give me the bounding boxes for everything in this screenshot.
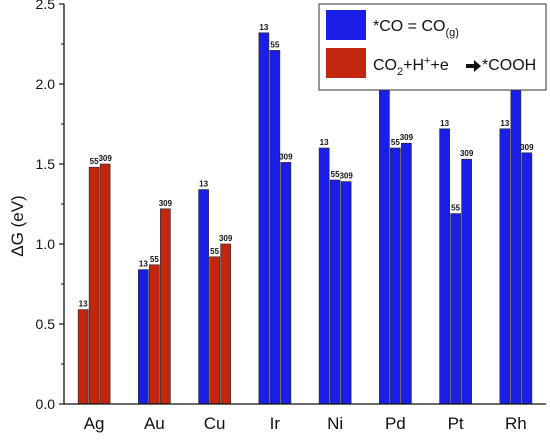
legend-swatch-co — [326, 10, 366, 40]
y-tick-label: 0.0 — [36, 396, 56, 412]
arrow-icon — [466, 60, 481, 72]
bar-ni-309 — [340, 181, 352, 405]
data-label-au-13: 13 — [139, 260, 148, 269]
y-tick-label: 2.5 — [36, 0, 56, 12]
bar-ir-309 — [280, 162, 292, 405]
bar-ni-13 — [318, 147, 330, 405]
bar-cu-309 — [220, 243, 231, 405]
x-tick-label: Rh — [505, 414, 527, 433]
bar-pd-13 — [379, 85, 390, 405]
bar-pd-55 — [390, 147, 401, 405]
bar-pt-309 — [461, 158, 472, 405]
bar-pd-309 — [401, 142, 412, 405]
data-label-ag-13: 13 — [79, 300, 88, 309]
data-label-au-55: 55 — [150, 255, 159, 264]
data-label-ir-13: 13 — [259, 23, 268, 32]
x-tick-label: Ir — [270, 414, 281, 433]
data-label-pt-55: 55 — [451, 204, 460, 213]
bar-rh-309 — [521, 152, 533, 405]
data-label-cu-55: 55 — [210, 247, 219, 256]
data-label-pt-309: 309 — [460, 149, 474, 158]
bars-layer: 1355309135530913553091355309135530913553… — [77, 23, 534, 405]
data-label-ni-55: 55 — [331, 170, 340, 179]
bar-pt-55 — [450, 213, 461, 405]
legend-label-cooh: CO2+H++e — [373, 55, 449, 78]
legend-label-co: *CO = CO(g) — [373, 18, 459, 39]
axis-layer: 0.0 0.5 1.0 1.5 2.0 2.5 Ag Au Cu Ir Ni Pd Pt Rh — [36, 0, 546, 433]
bar-ag-309 — [99, 163, 111, 405]
bar-rh-55 — [510, 83, 522, 405]
bar-pt-13 — [439, 128, 450, 405]
data-label-pt-13: 13 — [440, 119, 449, 128]
data-label-ni-309: 309 — [339, 172, 353, 181]
x-tick-label: Ag — [84, 414, 105, 433]
bar-ag-13 — [77, 309, 89, 405]
data-label-ir-309: 309 — [279, 152, 293, 161]
x-tick-label: Au — [144, 414, 165, 433]
data-label-rh-13: 13 — [500, 119, 509, 128]
x-tick-label: Pt — [448, 414, 464, 433]
data-label-au-309: 309 — [159, 199, 173, 208]
bar-au-55 — [149, 264, 160, 405]
legend-label-cooh-product: *COOH — [482, 57, 536, 74]
x-tick-label: Ni — [327, 414, 343, 433]
data-label-pd-55: 55 — [391, 138, 400, 147]
bar-rh-13 — [499, 128, 511, 405]
x-tick-label: Pd — [385, 414, 406, 433]
data-label-ni-13: 13 — [320, 138, 329, 147]
y-tick-label: 1.0 — [36, 236, 56, 252]
y-axis-label: ΔG (eV) — [8, 195, 27, 256]
y-tick-label: 1.5 — [36, 156, 56, 172]
y-tick-label: 0.5 — [36, 316, 56, 332]
bar-au-13 — [138, 269, 149, 405]
legend-swatch-cooh — [326, 48, 366, 78]
x-tick-label: Cu — [204, 414, 226, 433]
data-label-pd-309: 309 — [400, 133, 414, 142]
y-tick-label: 2.0 — [36, 76, 56, 92]
data-label-rh-309: 309 — [520, 143, 534, 152]
bar-ag-55 — [88, 166, 100, 405]
data-label-cu-309: 309 — [219, 234, 233, 243]
bar-ir-13 — [258, 32, 270, 405]
bar-cu-13 — [198, 189, 209, 405]
data-label-ag-55: 55 — [90, 157, 99, 166]
data-label-cu-13: 13 — [199, 180, 208, 189]
bar-ni-55 — [329, 179, 341, 405]
bar-au-309 — [160, 208, 171, 405]
bar-cu-55 — [209, 256, 220, 405]
data-label-ag-309: 309 — [98, 154, 112, 163]
legend: *CO = CO(g) CO2+H++e *COOH — [318, 3, 547, 91]
data-label-ir-55: 55 — [270, 40, 279, 49]
bar-ir-55 — [269, 50, 281, 405]
